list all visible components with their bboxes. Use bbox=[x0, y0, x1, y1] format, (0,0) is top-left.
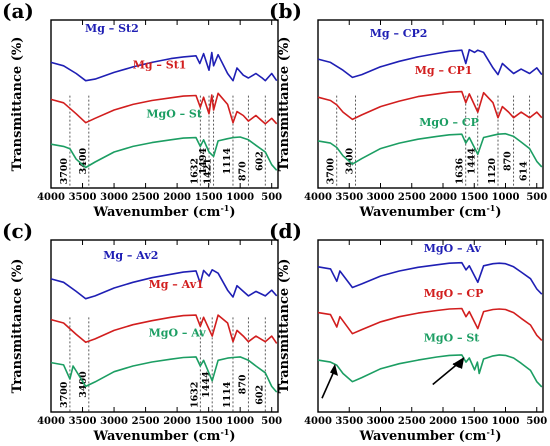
x-tick-label: 3000 bbox=[367, 192, 395, 203]
x-tick-label: 2500 bbox=[398, 416, 426, 427]
x-axis-label: Wavenumber (cm-1) bbox=[359, 203, 502, 220]
x-tick-label: 3500 bbox=[69, 416, 97, 427]
series-label: Mg – Av2 bbox=[103, 249, 158, 262]
series-label: Mg – Av1 bbox=[149, 278, 204, 291]
peak-label: 3700 bbox=[326, 158, 337, 185]
x-tick-label: 2000 bbox=[429, 416, 457, 427]
x-tick-label: 3000 bbox=[100, 416, 128, 427]
x-tick-label: 1500 bbox=[460, 192, 488, 203]
x-tick-label: 4000 bbox=[304, 416, 332, 427]
series-label: Mg – St1 bbox=[133, 59, 187, 72]
y-axis-label: Transmittance (%) bbox=[10, 259, 25, 394]
peak-label: 3400 bbox=[78, 148, 89, 175]
panel-2: 4000 3500 3000 2500 2000 1500 1000 500 Wavenumbe… bbox=[2, 219, 282, 444]
x-tick-label: 1000 bbox=[226, 192, 254, 203]
peak-label: 1421 bbox=[203, 158, 214, 184]
peak-label: 1120 bbox=[487, 158, 498, 185]
panel-0: 4000 3500 3000 2500 2000 1500 1000 500 Wavenumbe… bbox=[2, 0, 282, 220]
series-label: Mg – St2 bbox=[85, 22, 139, 35]
x-tick-label: 1000 bbox=[226, 416, 254, 427]
arrow-annotation bbox=[322, 364, 338, 398]
panel-letter: (a) bbox=[2, 0, 34, 23]
arrow-annotation bbox=[433, 357, 465, 385]
y-axis-label: Transmittance (%) bbox=[277, 259, 292, 394]
x-tick-label: 1000 bbox=[492, 192, 520, 203]
x-tick-label: 1000 bbox=[492, 416, 520, 427]
x-tick-label: 500 bbox=[526, 416, 547, 427]
x-tick-label: 2500 bbox=[132, 416, 160, 427]
x-tick-label: 4000 bbox=[37, 416, 65, 427]
x-axis-label: Wavenumber (cm-1) bbox=[93, 203, 236, 220]
x-tick-label: 3500 bbox=[335, 192, 363, 203]
panel-letter: (b) bbox=[269, 0, 302, 23]
peak-label: 602 bbox=[254, 151, 265, 171]
x-tick-label: 3000 bbox=[100, 192, 128, 203]
series-line bbox=[318, 355, 542, 387]
x-tick-label: 500 bbox=[526, 192, 547, 203]
peak-label: 870 bbox=[503, 151, 514, 171]
x-tick-label: 1500 bbox=[195, 192, 223, 203]
peak-label: 870 bbox=[237, 161, 248, 181]
series-label: MgO – Av bbox=[424, 242, 482, 255]
peak-label: 1114 bbox=[222, 381, 233, 408]
x-tick-label: 3500 bbox=[335, 416, 363, 427]
x-tick-label: 1500 bbox=[195, 416, 223, 427]
panel-letter: (c) bbox=[2, 219, 33, 243]
x-tick-label: 2500 bbox=[132, 192, 160, 203]
series-label: Mg – CP2 bbox=[370, 27, 428, 40]
series-label: MgO – CP bbox=[419, 116, 479, 129]
panel-letter: (d) bbox=[269, 219, 302, 243]
peak-label: 1632 bbox=[189, 382, 200, 408]
peak-label: 3700 bbox=[59, 381, 70, 408]
series-label: Mg – CP1 bbox=[415, 64, 473, 77]
x-tick-label: 2000 bbox=[429, 192, 457, 203]
series-label: MgO – St bbox=[146, 107, 203, 120]
x-tick-label: 2000 bbox=[163, 416, 191, 427]
panel-3: 4000 3500 3000 2500 2000 1500 1000 500 Wavenumbe… bbox=[269, 219, 547, 444]
x-tick-label: 4000 bbox=[37, 192, 65, 203]
peak-label: 602 bbox=[254, 385, 265, 405]
x-tick-label: 4000 bbox=[304, 192, 332, 203]
peak-label: 614 bbox=[519, 161, 530, 181]
y-axis-label: Transmittance (%) bbox=[277, 37, 292, 172]
x-tick-label: 2500 bbox=[398, 192, 426, 203]
peak-label: 1114 bbox=[222, 148, 233, 175]
x-axis-label: Wavenumber (cm-1) bbox=[93, 427, 236, 444]
x-tick-label: 3000 bbox=[367, 416, 395, 427]
x-tick-label: 500 bbox=[261, 192, 282, 203]
x-axis-label: Wavenumber (cm-1) bbox=[359, 427, 502, 444]
series-label: MgO – CP bbox=[424, 287, 484, 300]
x-tick-label: 500 bbox=[261, 416, 282, 427]
x-tick-label: 1500 bbox=[460, 416, 488, 427]
series-label: MgO – Av bbox=[149, 326, 207, 339]
series-label: MgO – St bbox=[424, 331, 481, 344]
y-axis-label: Transmittance (%) bbox=[10, 37, 25, 172]
peak-label: 870 bbox=[237, 374, 248, 394]
panel-1: 4000 3500 3000 2500 2000 1500 1000 500 Wavenumbe… bbox=[269, 0, 547, 220]
peak-label: 3700 bbox=[59, 158, 70, 185]
peak-label: 1636 bbox=[455, 158, 466, 185]
x-tick-label: 2000 bbox=[163, 192, 191, 203]
x-tick-label: 3500 bbox=[69, 192, 97, 203]
